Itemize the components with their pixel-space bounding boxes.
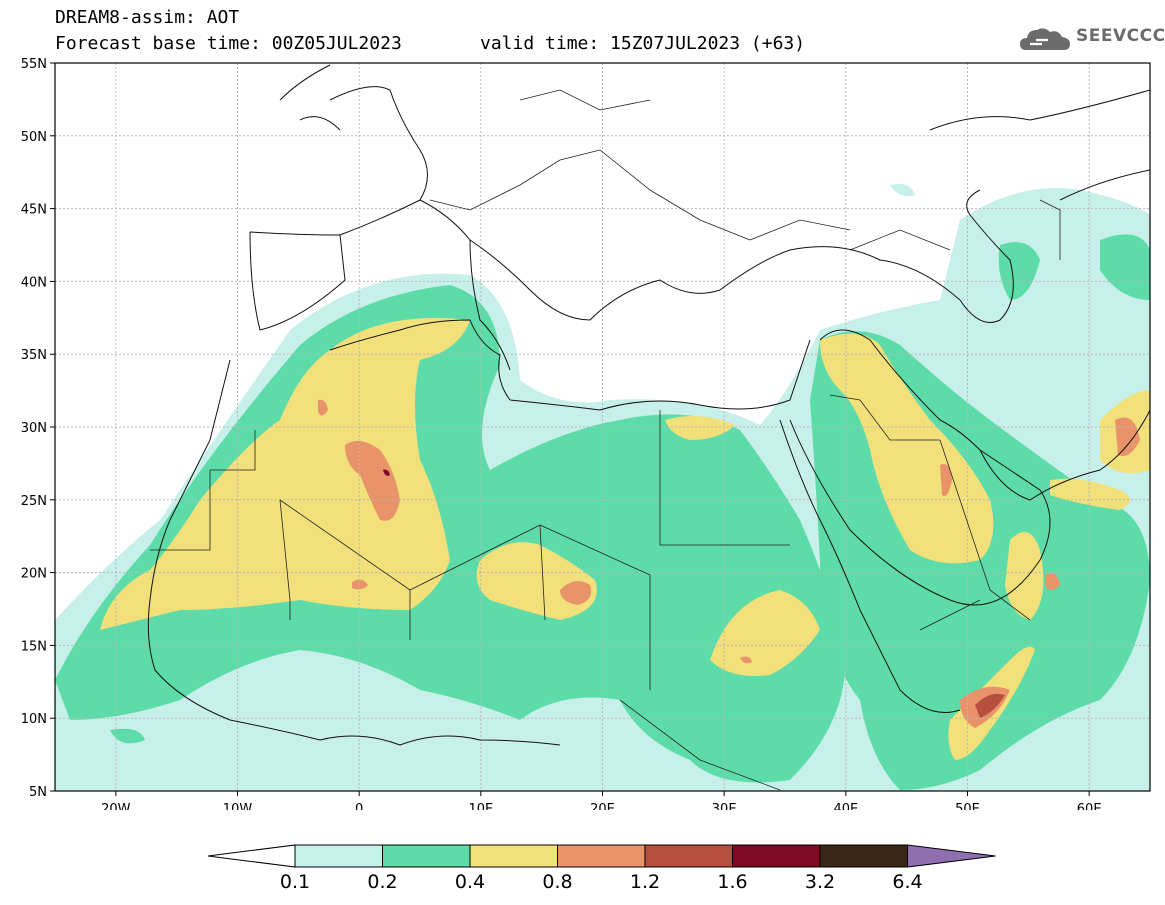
logo-text: SEEVCCC <box>1076 26 1165 46</box>
lat-tick-label: 50N <box>21 130 47 145</box>
colorbar-label: 0.2 <box>367 871 397 893</box>
colorbar-segment <box>732 844 821 868</box>
lon-tick-label: 50E <box>955 802 980 810</box>
colorbar-label: 0.8 <box>542 871 572 893</box>
lat-tick-label: 30N <box>21 421 47 436</box>
lon-tick-label: 30E <box>712 802 737 810</box>
colorbar-segment <box>294 844 383 868</box>
lat-tick-label: 5N <box>29 785 47 800</box>
colorbar-label: 3.2 <box>805 871 835 893</box>
lat-tick-label: 20N <box>21 567 47 582</box>
colorbar-label: 0.4 <box>455 871 485 893</box>
colorbar-label: 1.2 <box>630 871 660 893</box>
seevccc-logo: SEEVCCC <box>1018 20 1165 60</box>
colorbar-under-arrow <box>207 844 296 868</box>
colorbar-segment <box>382 844 471 868</box>
valid-time-label: valid time: 15Z07JUL2023 (+63) <box>480 33 806 54</box>
lon-tick-label: 10E <box>468 802 493 810</box>
colorbar-segment <box>644 844 733 868</box>
colorbar-label: 6.4 <box>892 871 922 893</box>
colorbar-label: 1.6 <box>717 871 747 893</box>
colorbar-segment <box>819 844 908 868</box>
lat-tick-label: 25N <box>21 494 47 509</box>
lat-tick-label: 15N <box>21 639 47 654</box>
colorbar-label: 0.1 <box>280 871 310 893</box>
lon-tick-label: 10W <box>223 802 253 810</box>
lat-tick-label: 10N <box>21 712 47 727</box>
base-time-label: Forecast base time: 00Z05JUL2023 <box>55 33 402 54</box>
lon-tick-label: 40E <box>833 802 858 810</box>
coastlines <box>147 64 1150 746</box>
lon-tick-label: 60E <box>1077 802 1102 810</box>
cloud-icon <box>1020 28 1070 50</box>
lon-tick-label: 20E <box>590 802 615 810</box>
map-title: DREAM8-assim: AOT <box>55 7 240 28</box>
lon-tick-label: 0 <box>355 802 363 810</box>
country-borders <box>150 89 1061 791</box>
lat-tick-label: 55N <box>21 57 47 72</box>
colorbar-segment <box>557 844 646 868</box>
aot-map: 55N 50N 45N 40N 35N 30N 25N 20N 15N 10N 5N 20W 10W 0 1… <box>21 57 1151 810</box>
lat-tick-label: 45N <box>21 203 47 218</box>
lat-tick-label: 35N <box>21 348 47 363</box>
colorbar: 0.1 0.2 0.4 0.8 1.2 1.6 3.2 6.4 <box>207 844 996 893</box>
lon-tick-label: 20W <box>101 802 131 810</box>
colorbar-over-arrow <box>907 844 996 868</box>
lat-tick-label: 40N <box>21 275 47 290</box>
aot-field <box>55 183 1150 791</box>
colorbar-segment <box>469 844 558 868</box>
axis-ticks: 55N 50N 45N 40N 35N 30N 25N 20N 15N 10N 5N 20W 10W 0 1… <box>21 57 1102 810</box>
